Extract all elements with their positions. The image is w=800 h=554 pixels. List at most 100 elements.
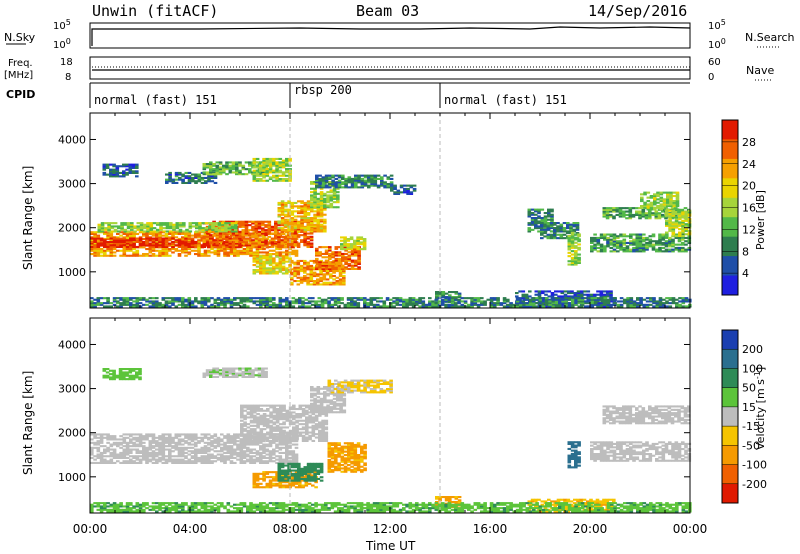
power-cell [342, 278, 346, 281]
velocity-cell [125, 448, 130, 451]
power-cell [457, 305, 461, 308]
power-cell [428, 303, 432, 306]
power-cell [638, 215, 642, 218]
power-cell [609, 240, 614, 243]
power-cell [681, 298, 686, 301]
power-cell [229, 253, 234, 256]
power-cell [652, 302, 656, 305]
power-cell [383, 184, 387, 187]
power-cell [643, 205, 647, 208]
power-cell [314, 302, 318, 305]
power-cell [356, 305, 361, 308]
power-cell [635, 246, 640, 249]
power-cell [135, 251, 140, 254]
power-cell [215, 173, 220, 176]
power-cell [227, 227, 232, 230]
power-cell [309, 271, 314, 274]
power-cell [310, 230, 314, 233]
power-cell [681, 238, 685, 241]
power-cell [341, 259, 345, 262]
power-cell [281, 171, 286, 174]
power-cell [181, 251, 185, 254]
power-cell [117, 227, 121, 230]
power-cell [259, 258, 263, 261]
power-cell [300, 227, 304, 230]
power-cell [272, 267, 276, 270]
power-cell [319, 197, 324, 200]
power-cell [441, 303, 445, 306]
power-cell [285, 159, 289, 162]
power-cell [110, 222, 115, 225]
power-cell [187, 240, 192, 243]
power-cell [323, 199, 327, 202]
power-cell [177, 249, 182, 252]
power-cell [560, 292, 565, 295]
power-cell [135, 298, 140, 301]
power-cell [272, 257, 276, 260]
power-cell [319, 196, 324, 199]
power-cell [194, 246, 198, 249]
power-cell [666, 198, 670, 201]
power-cell [241, 166, 246, 169]
power-cell [337, 186, 342, 189]
power-cell [669, 196, 673, 199]
power-cell [675, 302, 679, 305]
power-cell [331, 262, 335, 265]
power-cell [380, 176, 384, 179]
power-cell [233, 303, 237, 306]
power-cell [532, 300, 536, 303]
power-cell [287, 225, 291, 228]
power-cell [254, 230, 259, 233]
power-cell [454, 296, 459, 299]
power-cell [202, 168, 207, 171]
power-cell [341, 177, 345, 180]
power-cell [275, 265, 279, 268]
power-cell [347, 176, 352, 179]
power-cell [265, 174, 270, 177]
power-cell [259, 264, 263, 267]
power-cell [133, 230, 137, 233]
power-cell [280, 205, 285, 208]
power-cell [606, 295, 610, 298]
power-cell [120, 223, 124, 226]
power-cell [353, 246, 357, 249]
power-cell [296, 280, 301, 283]
power-cell [174, 241, 179, 244]
power-cell [109, 302, 114, 305]
power-cell [181, 302, 185, 305]
power-cell [159, 222, 163, 225]
power-cell [554, 290, 558, 293]
power-cell [125, 254, 130, 257]
power-cell [347, 257, 352, 260]
velocity-cell [112, 448, 117, 451]
power-cell [126, 227, 131, 230]
power-cell [221, 228, 225, 231]
power-cell [310, 199, 314, 202]
power-cell [306, 245, 311, 248]
power-cell [557, 295, 561, 298]
power-cell [283, 220, 288, 223]
power-cell [496, 297, 500, 300]
power-cell [267, 222, 272, 225]
power-cell [569, 227, 573, 230]
power-cell [281, 300, 286, 303]
power-cell [641, 208, 646, 211]
power-cell [297, 205, 301, 208]
power-cell [486, 298, 491, 301]
power-cell [246, 253, 250, 256]
power-cell [324, 184, 329, 187]
power-cell [220, 303, 224, 306]
power-cell [291, 249, 296, 252]
power-cell [230, 223, 235, 226]
power-cell [244, 161, 249, 164]
power-cell [262, 270, 266, 273]
power-cell [278, 171, 283, 174]
velocity-cell [112, 438, 117, 441]
power-cell [373, 174, 378, 177]
power-cell [184, 254, 188, 257]
power-cell [299, 268, 304, 271]
power-cell [543, 227, 548, 230]
power-cell [96, 297, 101, 300]
power-cell [278, 269, 283, 272]
power-cell [164, 245, 169, 248]
